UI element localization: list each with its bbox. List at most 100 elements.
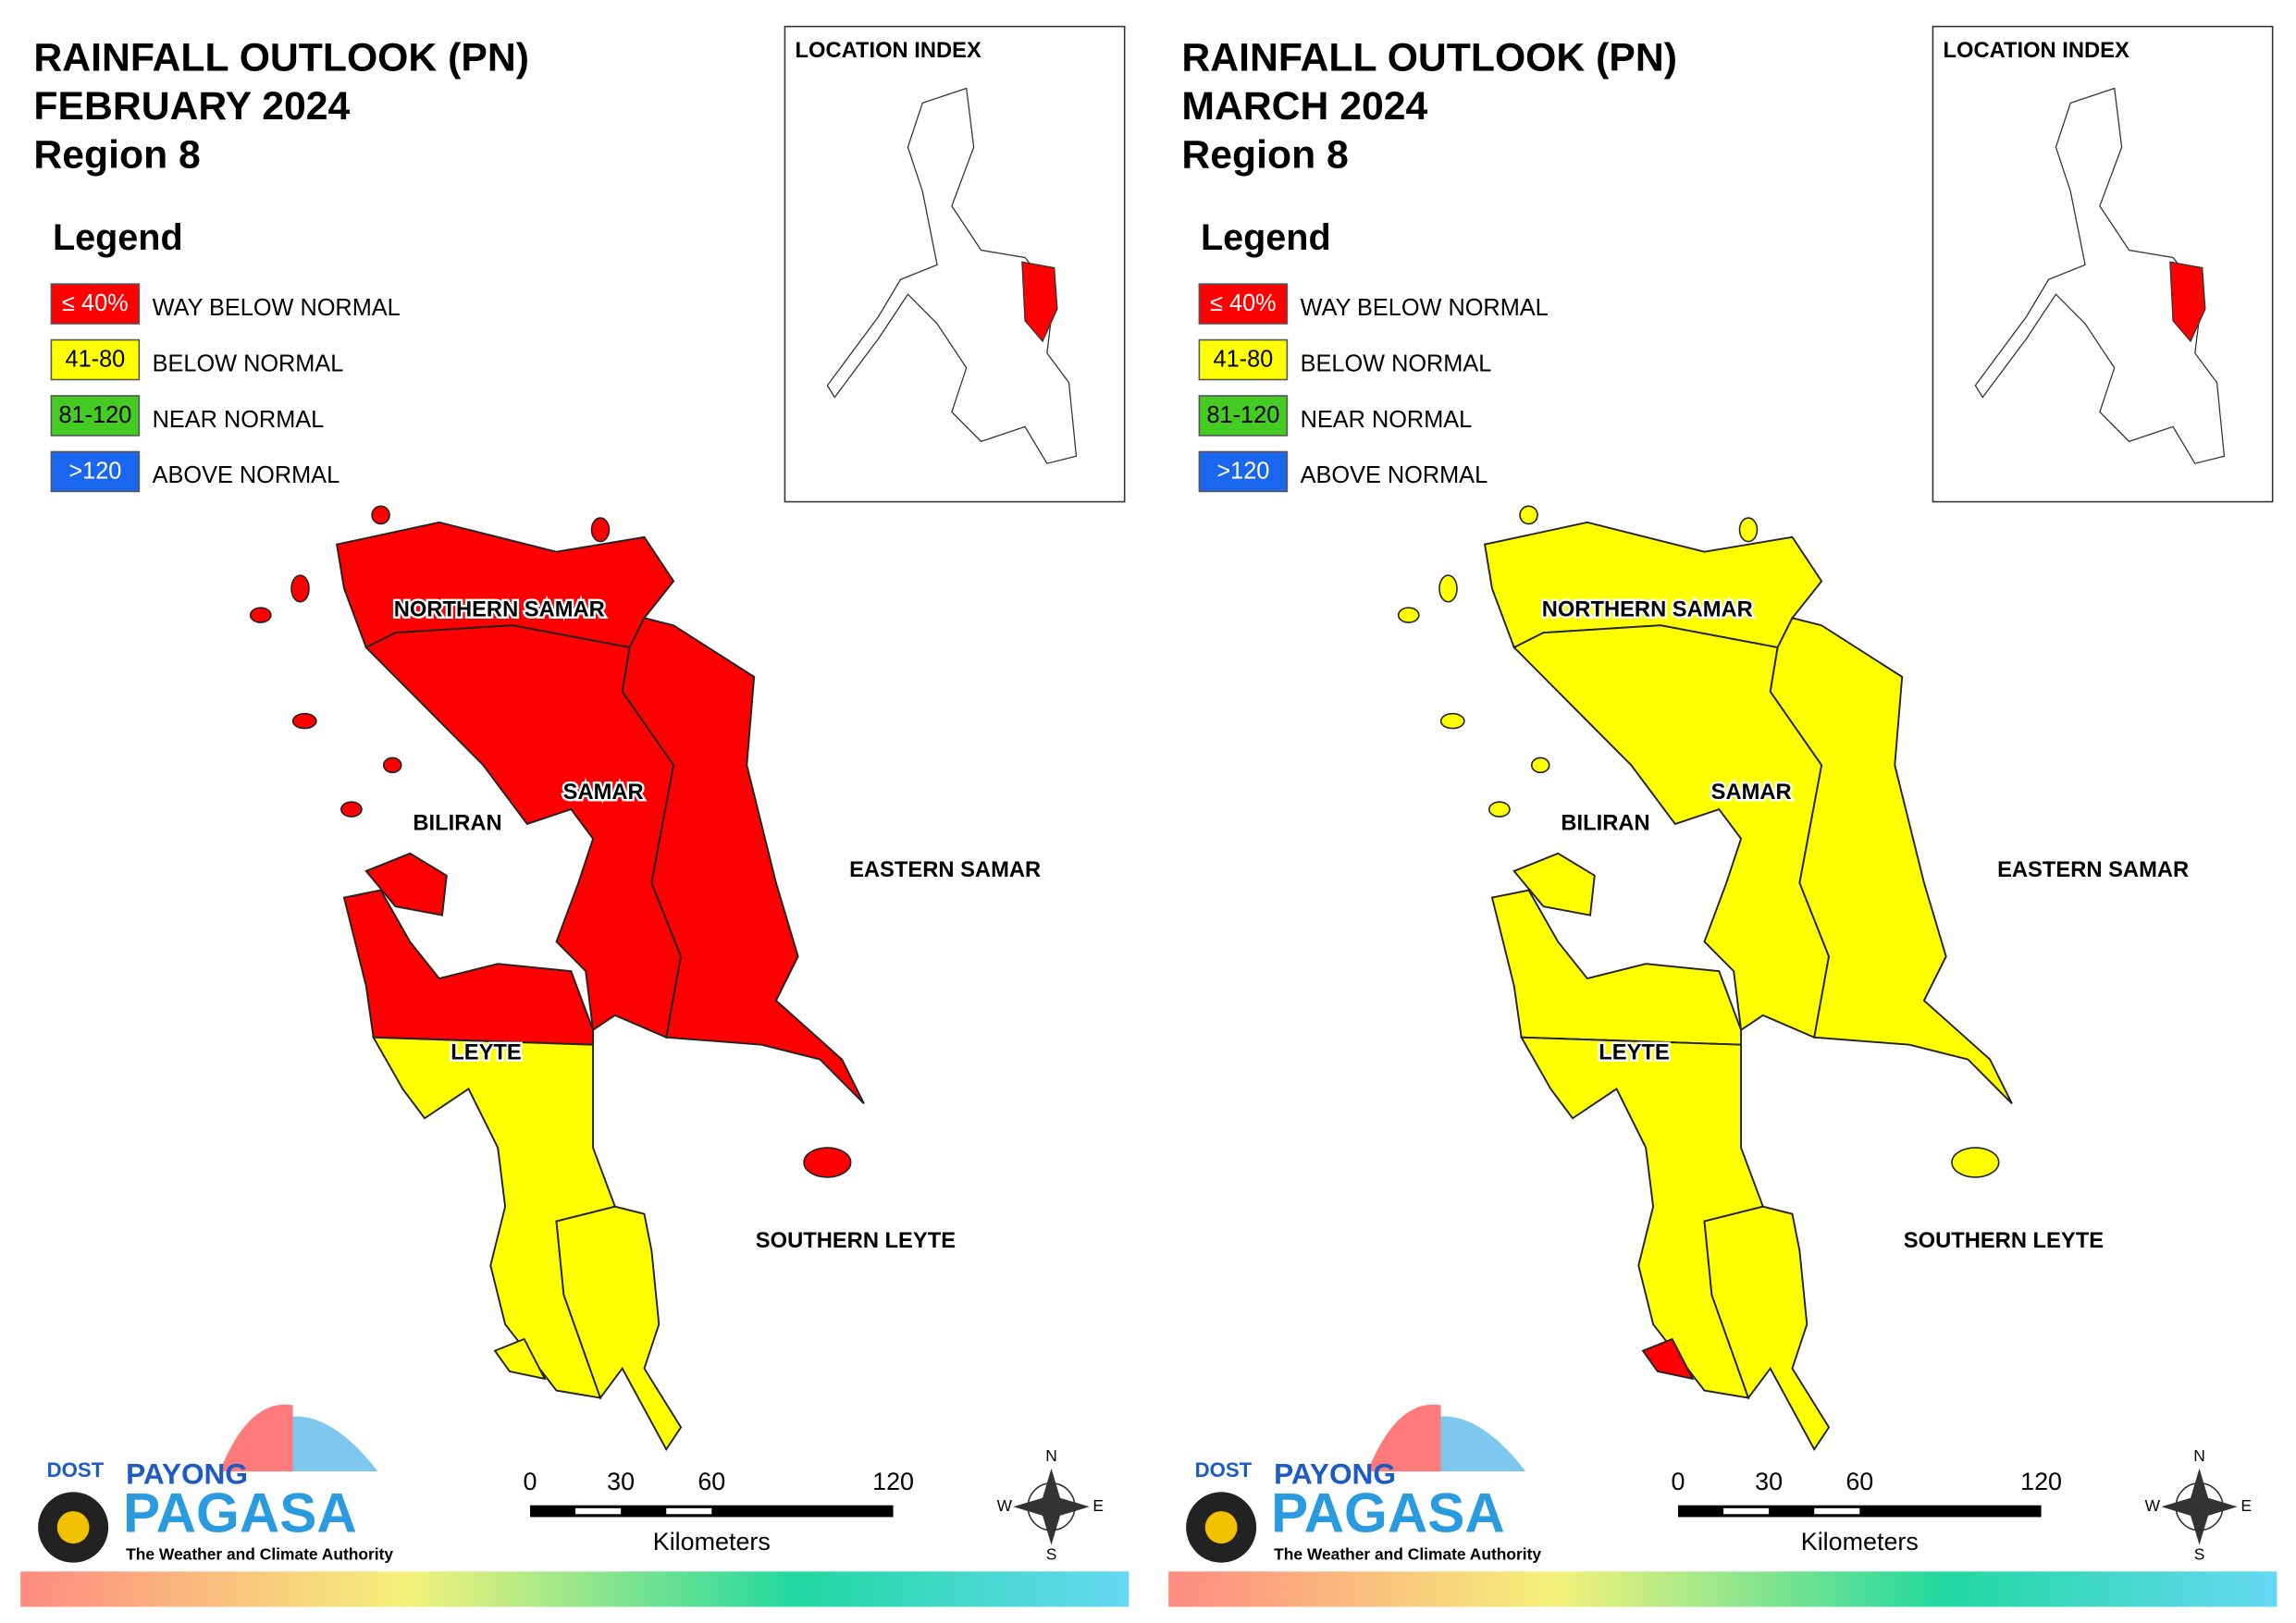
province-label: NORTHERN SAMAR — [394, 597, 605, 622]
scale-label: 0 — [1672, 1468, 1685, 1495]
scale-unit: Kilometers — [1801, 1528, 1919, 1555]
compass-letter: N — [1045, 1446, 1057, 1465]
legend-range: 81-120 — [58, 402, 131, 428]
scale-label: 30 — [1755, 1468, 1783, 1495]
province-label: BILIRAN — [1561, 810, 1649, 835]
legend-swatch — [1198, 283, 1289, 325]
compass-letter: E — [1092, 1496, 1104, 1515]
inset-region — [2169, 261, 2206, 343]
color-strip — [20, 1571, 1129, 1607]
compass-ring — [1027, 1482, 1076, 1531]
legend-label: WAY BELOW NORMAL — [153, 295, 401, 321]
logo-umbrella-left — [1367, 1404, 1441, 1472]
province-label: EASTERN SAMAR — [849, 857, 1041, 882]
legend-label: NEAR NORMAL — [1301, 407, 1473, 433]
islet — [290, 574, 310, 603]
legend-range: >120 — [68, 458, 121, 484]
compass-letter: W — [2145, 1496, 2161, 1515]
compass-letter: S — [2194, 1544, 2205, 1563]
compass-letter: N — [2193, 1446, 2205, 1465]
legend-swatch — [50, 338, 141, 381]
province — [555, 1205, 683, 1452]
islet — [1951, 1147, 2000, 1178]
color-strip — [1168, 1571, 2277, 1607]
title-line: MARCH 2024 — [1181, 84, 1427, 129]
logo-agency: DOST — [1195, 1458, 1253, 1482]
scale-label: 120 — [872, 1468, 914, 1495]
province-label: SAMAR — [563, 780, 644, 805]
islet — [1519, 505, 1538, 525]
islet — [1488, 801, 1511, 818]
inset-region — [1021, 261, 1058, 343]
islet — [1439, 712, 1465, 730]
scale-unit: Kilometers — [653, 1528, 771, 1555]
legend-swatch — [1198, 395, 1289, 436]
logo-main: PAGASA — [123, 1481, 357, 1543]
province — [1769, 617, 2013, 1105]
logo-top: PAYONG — [1274, 1457, 1396, 1490]
islet — [249, 607, 272, 623]
scale-label: 60 — [697, 1468, 725, 1495]
legend-label: BELOW NORMAL — [1301, 350, 1492, 376]
islet — [340, 801, 363, 818]
scale-label: 30 — [607, 1468, 635, 1495]
scale-gap — [666, 1507, 712, 1515]
compass-ring — [2175, 1482, 2224, 1531]
legend-range: 41-80 — [1214, 346, 1274, 372]
scale-label: 120 — [2020, 1468, 2062, 1495]
province-label: EASTERN SAMAR — [1997, 857, 2189, 882]
islet — [1738, 517, 1759, 543]
inset-title: LOCATION INDEX — [796, 38, 981, 63]
islet — [1530, 756, 1550, 774]
islet — [371, 505, 390, 525]
title-line: FEBRUARY 2024 — [33, 84, 350, 129]
logo-top: PAYONG — [126, 1457, 248, 1490]
province-label: SOUTHERN LEYTE — [756, 1228, 956, 1253]
legend-range: ≤ 40% — [62, 290, 129, 316]
province-label: LEYTE — [1599, 1039, 1670, 1064]
legend-label: NEAR NORMAL — [153, 407, 325, 433]
legend-label: ABOVE NORMAL — [153, 462, 340, 488]
legend-label: WAY BELOW NORMAL — [1301, 295, 1549, 321]
scale-label: 60 — [1845, 1468, 1873, 1495]
title-line: RAINFALL OUTLOOK (PN) — [33, 35, 529, 80]
islet — [803, 1147, 852, 1178]
title-line: RAINFALL OUTLOOK (PN) — [1181, 35, 1677, 80]
inset-title: LOCATION INDEX — [1944, 38, 2129, 63]
compass-letter: E — [2240, 1496, 2252, 1515]
inset-country — [826, 87, 1078, 464]
province-label: SAMAR — [1711, 780, 1792, 805]
legend-label: ABOVE NORMAL — [1301, 462, 1488, 488]
legend-range: 41-80 — [66, 346, 126, 372]
logo-tagline: The Weather and Climate Authority — [126, 1544, 393, 1563]
legend-label: BELOW NORMAL — [153, 350, 344, 376]
legend-swatch — [1198, 450, 1289, 493]
logo-tagline: The Weather and Climate Authority — [1274, 1544, 1541, 1563]
legend-title: Legend — [1201, 217, 1331, 258]
islet — [1438, 574, 1458, 603]
panel: RAINFALL OUTLOOK (PN)FEBRUARY 2024Region… — [20, 25, 1129, 1607]
province — [1490, 889, 1743, 1046]
legend-range: 81-120 — [1206, 402, 1279, 428]
scale-label: 0 — [524, 1468, 537, 1495]
province — [364, 852, 448, 916]
title-line: Region 8 — [33, 132, 200, 177]
legend-swatch — [50, 450, 141, 493]
islet — [1397, 607, 1420, 623]
legend-title: Legend — [53, 217, 183, 258]
compass-rose — [2161, 1468, 2238, 1545]
logo-umbrella-left — [219, 1404, 293, 1472]
province — [1512, 852, 1596, 916]
province — [621, 617, 865, 1105]
logo-seal-inner — [56, 1511, 90, 1544]
compass-letter: S — [1046, 1544, 1057, 1563]
scale-gap — [575, 1507, 622, 1515]
legend-range: >120 — [1216, 458, 1269, 484]
compass-letter: W — [997, 1496, 1013, 1515]
islet — [291, 712, 317, 730]
title-line: Region 8 — [1181, 132, 1348, 177]
compass-rose — [1013, 1468, 1090, 1545]
logo-seal-inner — [1204, 1511, 1238, 1544]
